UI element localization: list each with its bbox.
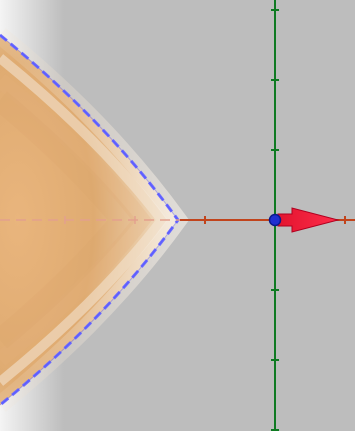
surface-band-mid (0, 73, 153, 367)
vector-arrow[interactable] (277, 207, 340, 233)
vector-arrow-shape (277, 207, 340, 233)
origin-point[interactable] (268, 213, 282, 227)
